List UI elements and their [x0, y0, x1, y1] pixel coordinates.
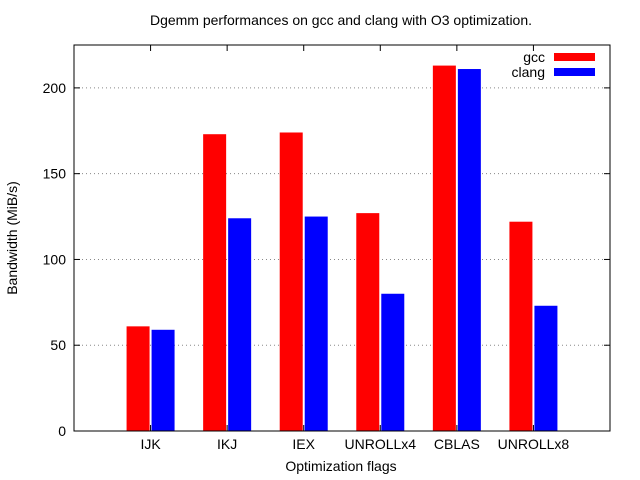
bar-clang	[534, 305, 558, 431]
x-axis-label: Optimization flags	[285, 458, 396, 474]
chart-title: Dgemm performances on gcc and clang with…	[150, 12, 532, 28]
x-axis-ticks: IJK IKJ IEX UNROLLx4 CBLAS UNROLLx8	[140, 45, 569, 452]
x-tick-label: IJK	[140, 436, 161, 452]
legend-swatch-gcc	[554, 53, 595, 61]
y-axis-label: Bandwidth (MiB/s)	[4, 181, 20, 295]
x-tick-label: IKJ	[217, 436, 237, 452]
y-tick-label: 50	[50, 337, 66, 353]
bar-clang	[457, 69, 481, 432]
y-axis-ticks: 0 50 100 150 200	[43, 80, 610, 439]
y-tick-label: 100	[43, 251, 67, 267]
x-tick-label: CBLAS	[434, 436, 480, 452]
y-tick-label: 150	[43, 166, 67, 182]
bar-clang	[151, 329, 175, 431]
y-tick-label: 200	[43, 80, 67, 96]
bar-gcc	[432, 65, 456, 431]
x-tick-label: IEX	[292, 436, 315, 452]
y-tick-label: 0	[58, 423, 66, 439]
bar-gcc	[279, 132, 303, 431]
plot-frame	[73, 44, 611, 432]
x-tick-label: UNROLLx8	[498, 436, 570, 452]
bar-gcc	[126, 326, 150, 431]
x-tick-label: UNROLLx4	[344, 436, 416, 452]
legend-swatch-clang	[554, 68, 595, 76]
gridlines	[74, 87, 610, 346]
bar-gcc	[356, 213, 380, 431]
bar-clang	[304, 216, 328, 431]
legend-label-gcc: gcc	[523, 49, 545, 65]
bar-clang	[228, 218, 252, 431]
bar-gcc	[509, 221, 533, 431]
bar-gcc	[203, 134, 227, 431]
legend-label-clang: clang	[512, 64, 545, 80]
bars	[126, 65, 558, 432]
bar-clang	[381, 293, 405, 431]
